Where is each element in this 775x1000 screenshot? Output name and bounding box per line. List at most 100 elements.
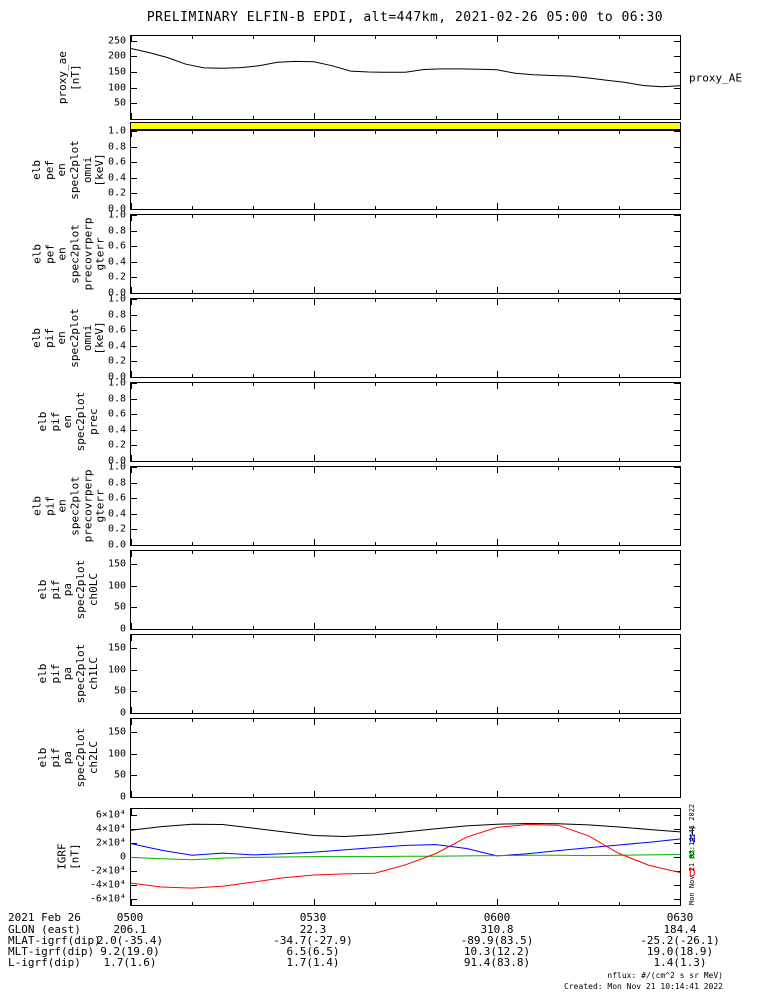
y-tick-mark	[131, 330, 137, 332]
x-tick-mark	[680, 113, 681, 119]
x-tick-mark	[375, 551, 376, 554]
y-tick-label: 0.2	[107, 187, 126, 199]
y-tick-label: 250	[107, 35, 126, 47]
x-tick-mark	[192, 458, 193, 461]
x-tick-mark	[192, 36, 193, 39]
y-tick-label: 0.4	[107, 508, 126, 520]
y-tick-mark	[674, 529, 680, 531]
x-tick-mark	[314, 215, 315, 221]
y-tick-mark	[131, 299, 137, 300]
x-tick-mark	[131, 371, 132, 377]
y-tick-label: 0.2	[107, 523, 126, 535]
y-tick-mark	[131, 564, 137, 565]
y-tick-mark	[674, 585, 680, 587]
x-tick-mark	[436, 542, 437, 545]
x-tick-mark	[314, 719, 315, 725]
x-tick-mark	[375, 206, 376, 209]
x-tick-mark	[680, 809, 681, 815]
x-tick-mark	[680, 131, 681, 137]
y-tick-mark	[674, 513, 680, 515]
y-tick-mark	[674, 753, 680, 755]
y-tick-mark	[131, 529, 137, 531]
x-tick-mark	[131, 539, 132, 545]
x-tick-mark	[253, 710, 254, 713]
y-tick-mark	[674, 414, 680, 416]
y-tick-mark	[131, 467, 137, 468]
panel-pif-prec: elb pif en spec2plot prec 0.0 0.2 0.4 0.6 0.…	[36, 378, 681, 467]
x-tick-mark	[436, 635, 437, 638]
x-tick-mark	[680, 899, 681, 905]
x-tick-mark	[497, 707, 498, 713]
x-tick-mark	[192, 551, 193, 554]
x-tick-mark	[558, 551, 559, 554]
x-tick-mark	[497, 899, 498, 905]
x-tick-mark	[497, 215, 498, 221]
y-axis-label: elb pif en spec2plot omni [keV]	[30, 308, 107, 368]
x-tick-mark	[497, 383, 498, 389]
x-tick-mark	[314, 36, 315, 42]
y-tick-mark	[674, 87, 680, 89]
x-tick-mark	[253, 206, 254, 209]
x-tick-mark	[192, 116, 193, 119]
x-tick-mark	[375, 719, 376, 722]
time-axis-row: 2021 Feb 26 0500 0530 0600 0630	[0, 911, 775, 924]
y-tick-mark	[674, 857, 680, 858]
y-tick-label: 100	[107, 664, 126, 676]
x-tick-mark	[680, 455, 681, 461]
y-tick-mark	[131, 103, 137, 105]
y-tick-label: 0.0	[107, 203, 126, 215]
y-tick-mark	[674, 131, 680, 132]
x-tick-mark	[558, 626, 559, 629]
y-tick-label: 0.6	[107, 408, 126, 420]
y-tick-mark	[131, 871, 137, 873]
x-tick-mark	[314, 467, 315, 473]
footer-row-glon: GLON (east) 206.1 22.3 310.8 184.4	[0, 923, 775, 936]
igrf-lines	[130, 822, 681, 889]
y-tick-mark	[131, 899, 137, 901]
x-tick-mark	[192, 809, 193, 812]
y-tick-mark	[674, 383, 680, 384]
y-tick-mark	[131, 545, 137, 546]
y-tick-mark	[674, 467, 680, 468]
x-tick-mark	[436, 794, 437, 797]
x-tick-mark	[558, 635, 559, 638]
x-tick-mark	[253, 809, 254, 812]
y-tick-label: 0.8	[107, 393, 126, 405]
x-tick-mark	[375, 635, 376, 638]
x-tick-mark	[192, 542, 193, 545]
x-tick-label: 0630	[666, 911, 694, 924]
x-tick-mark	[558, 719, 559, 722]
y-tick-mark	[131, 193, 137, 195]
x-tick-mark	[192, 290, 193, 293]
panel-pif-omni: elb pif en spec2plot omni [keV] 0.0 0.2 0.…	[30, 294, 681, 383]
y-axis-label: elb pef en spec2plot omni [keV]	[30, 140, 107, 200]
x-tick-mark	[131, 899, 132, 905]
y-axis-label: elb pif pa spec2plot ch0LC	[36, 560, 100, 620]
proxy_ae-lines	[130, 48, 681, 88]
y-tick-mark	[131, 345, 137, 347]
y-tick-label: 50	[113, 769, 126, 781]
y-tick-label: 1.0	[107, 125, 126, 137]
footer-row-mlat: MLAT-igrf(dip) 2.0(-35.4) -34.7(-27.9) -…	[0, 934, 775, 947]
x-tick-mark	[192, 206, 193, 209]
x-tick-mark	[619, 374, 620, 377]
y-tick-mark	[131, 669, 137, 671]
y-tick-label: 150	[107, 642, 126, 654]
x-tick-mark	[680, 371, 681, 377]
x-tick-mark	[192, 383, 193, 386]
y-tick-mark	[131, 713, 137, 714]
x-tick-mark	[619, 794, 620, 797]
y-tick-label: 0.6	[107, 324, 126, 336]
y-tick-label: 0.8	[107, 477, 126, 489]
x-tick-mark	[558, 374, 559, 377]
x-tick-mark	[680, 467, 681, 473]
x-tick-mark	[253, 551, 254, 554]
footer-value: 22.3	[299, 923, 327, 936]
created-timestamp-note: Created: Mon Nov 21 10:14:41 2022	[564, 982, 723, 991]
x-tick-mark	[375, 290, 376, 293]
x-tick-mark	[619, 710, 620, 713]
footer-row-label: GLON (east)	[8, 923, 81, 936]
x-tick-mark	[375, 809, 376, 812]
y-tick-mark	[674, 299, 680, 300]
y-tick-label: 0.0	[107, 371, 126, 383]
